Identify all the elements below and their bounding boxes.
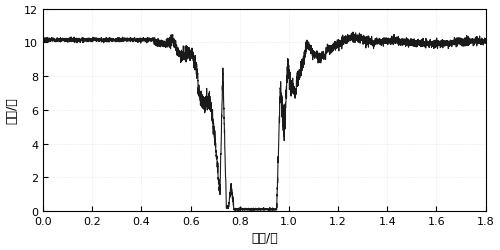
Y-axis label: 电压/伏: 电压/伏 (6, 97, 18, 124)
X-axis label: 时间/秒: 时间/秒 (251, 232, 278, 244)
